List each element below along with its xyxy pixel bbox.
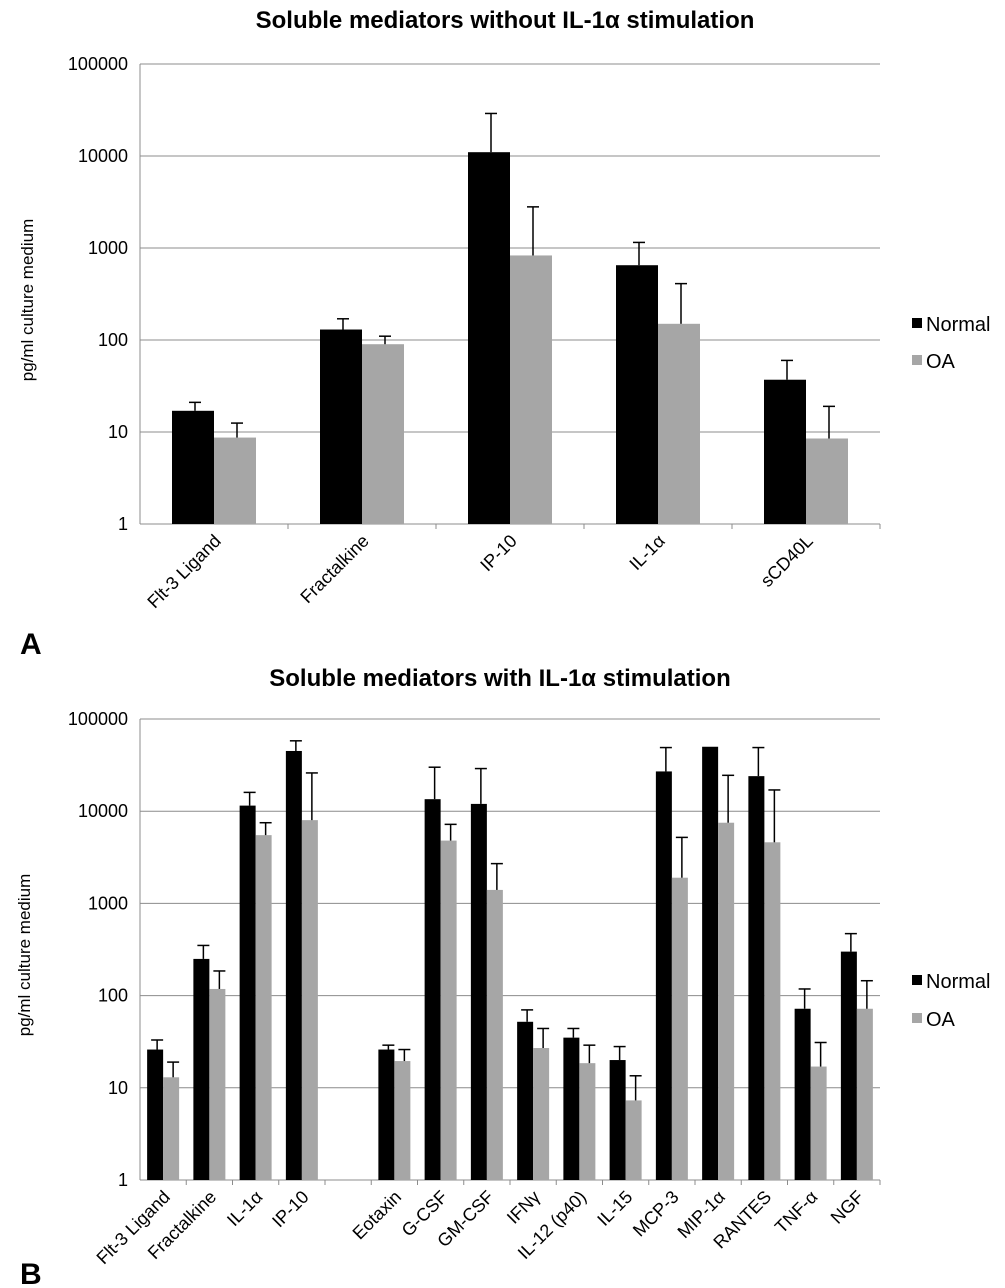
panel-a-x-tick-label: IL-1α [625,531,668,574]
panel-a-x-tick-label: IP-10 [476,531,521,576]
panel-b-bar-oa [486,889,503,1180]
panel-a-x-tick-label: Flt-3 Ligand [143,531,224,612]
panel-b-bar-normal [470,803,487,1180]
panel-b-bar-oa [764,842,781,1180]
panel-b-y-tick-label: 1000 [88,893,128,913]
panel-b-bar-normal [563,1037,580,1180]
panel-a-bar-oa [214,437,256,524]
legend-oa-swatch [912,1013,922,1023]
panel-b-chart: Soluble mediators with IL-1α stimulation… [15,665,990,1288]
panel-b-bar-normal [748,776,765,1180]
panel-b-bar-oa [671,877,688,1180]
panel-b-bar-oa [718,822,735,1180]
panel-a-bar-normal [468,152,510,524]
panel-b-title: Soluble mediators with IL-1α stimulation [269,665,730,692]
panel-b-legend: Normal OA [912,971,990,1031]
panel-b-bars [147,740,873,1180]
panel-a-chart: Soluble mediators without IL-1α stimulat… [18,7,990,661]
legend-oa-swatch [912,355,922,365]
panel-b-y-tick-label: 10000 [78,801,128,821]
panel-b-x-tick-label: MCP-3 [629,1187,683,1241]
panel-b-bar-normal [517,1021,534,1180]
panel-a-bar-normal [320,329,362,524]
panel-b-letter: B [20,1258,42,1288]
panel-b-bar-normal [193,958,210,1180]
legend-normal-swatch [912,318,922,328]
panel-b-bar-normal [702,746,719,1180]
legend-oa-label: OA [926,1009,956,1031]
panel-b-bar-oa [810,1066,827,1180]
panel-b-bar-normal [840,951,857,1180]
panel-b-bar-oa [255,835,272,1180]
panel-b-x-tick-label: NGF [827,1187,868,1228]
panel-a-y-axis-label: pg/ml culture medium [18,219,37,382]
panel-b-bar-normal [609,1060,626,1180]
panel-a-bar-oa [510,255,552,524]
panel-b-bar-oa [209,988,226,1180]
panel-a-bar-oa [362,344,404,524]
panel-a-title: Soluble mediators without IL-1α stimulat… [256,7,755,34]
panel-b-bar-normal [147,1049,164,1180]
panel-b-x-tick-label: Eotaxin [349,1187,406,1244]
panel-a-x-tick-label: Fractalkine [296,531,372,607]
panel-a-y-tick-label: 1 [118,514,128,534]
panel-a-y-tick-label: 100 [98,330,128,350]
legend-normal-label: Normal [926,314,990,336]
panel-a-x-ticks: Flt-3 Ligand Fractalkine IP-10 IL-1α sCD40L [143,524,881,612]
legend-normal-label: Normal [926,971,990,993]
panel-a-y-ticks: 1 10 100 1000 10000 100000 [68,54,128,534]
panel-b-y-tick-label: 100 [98,986,128,1006]
panel-a-legend: Normal OA [912,314,990,373]
panel-b-y-ticks: 1 10 100 1000 10000 100000 [68,709,128,1190]
panel-b-y-tick-label: 1 [118,1170,128,1190]
panel-b-bar-oa [440,840,457,1180]
panel-b-x-tick-label: IL-15 [593,1187,636,1230]
panel-b-x-tick-label: IP-10 [268,1187,313,1232]
panel-b-bar-normal [285,750,302,1180]
panel-b-y-axis-label: pg/ml culture medium [15,874,34,1037]
panel-b-bar-normal [424,799,441,1180]
panel-b-bar-normal [239,805,256,1180]
panel-a-letter: A [20,628,42,661]
legend-oa-label: OA [926,351,956,373]
panel-b-bar-oa [301,820,318,1180]
panel-a-y-tick-label: 100000 [68,54,128,74]
panel-b-x-tick-label: IFNγ [503,1187,544,1228]
panel-b-bar-normal [378,1049,395,1180]
panel-a-x-tick-label: sCD40L [757,531,817,591]
panel-b-x-tick-label: TNF-α [771,1187,821,1237]
panel-b-x-tick-label: IL-1α [223,1187,266,1230]
panel-a-y-tick-label: 10000 [78,146,128,166]
panel-a-bar-normal [764,379,806,524]
panel-a-bar-normal [172,410,214,524]
panel-a-bars [172,112,848,524]
panel-b-bar-oa [856,1008,873,1180]
panel-b-bar-oa [625,1100,642,1180]
panel-b-y-tick-label: 100000 [68,709,128,729]
panel-b-bar-oa [163,1077,180,1180]
panel-a-bar-normal [616,265,658,524]
panel-b-y-tick-label: 10 [108,1078,128,1098]
panel-b-bar-oa [394,1061,411,1180]
panel-a-bar-oa [658,323,700,524]
panel-b-bar-normal [794,1008,811,1180]
panel-b-bar-oa [579,1063,596,1180]
panel-b-bar-oa [533,1048,550,1180]
panel-a-y-tick-label: 1000 [88,238,128,258]
panel-a-bar-oa [806,438,848,524]
panel-b-bar-normal [655,771,672,1180]
legend-normal-swatch [912,975,922,985]
panel-a-y-tick-label: 10 [108,422,128,442]
